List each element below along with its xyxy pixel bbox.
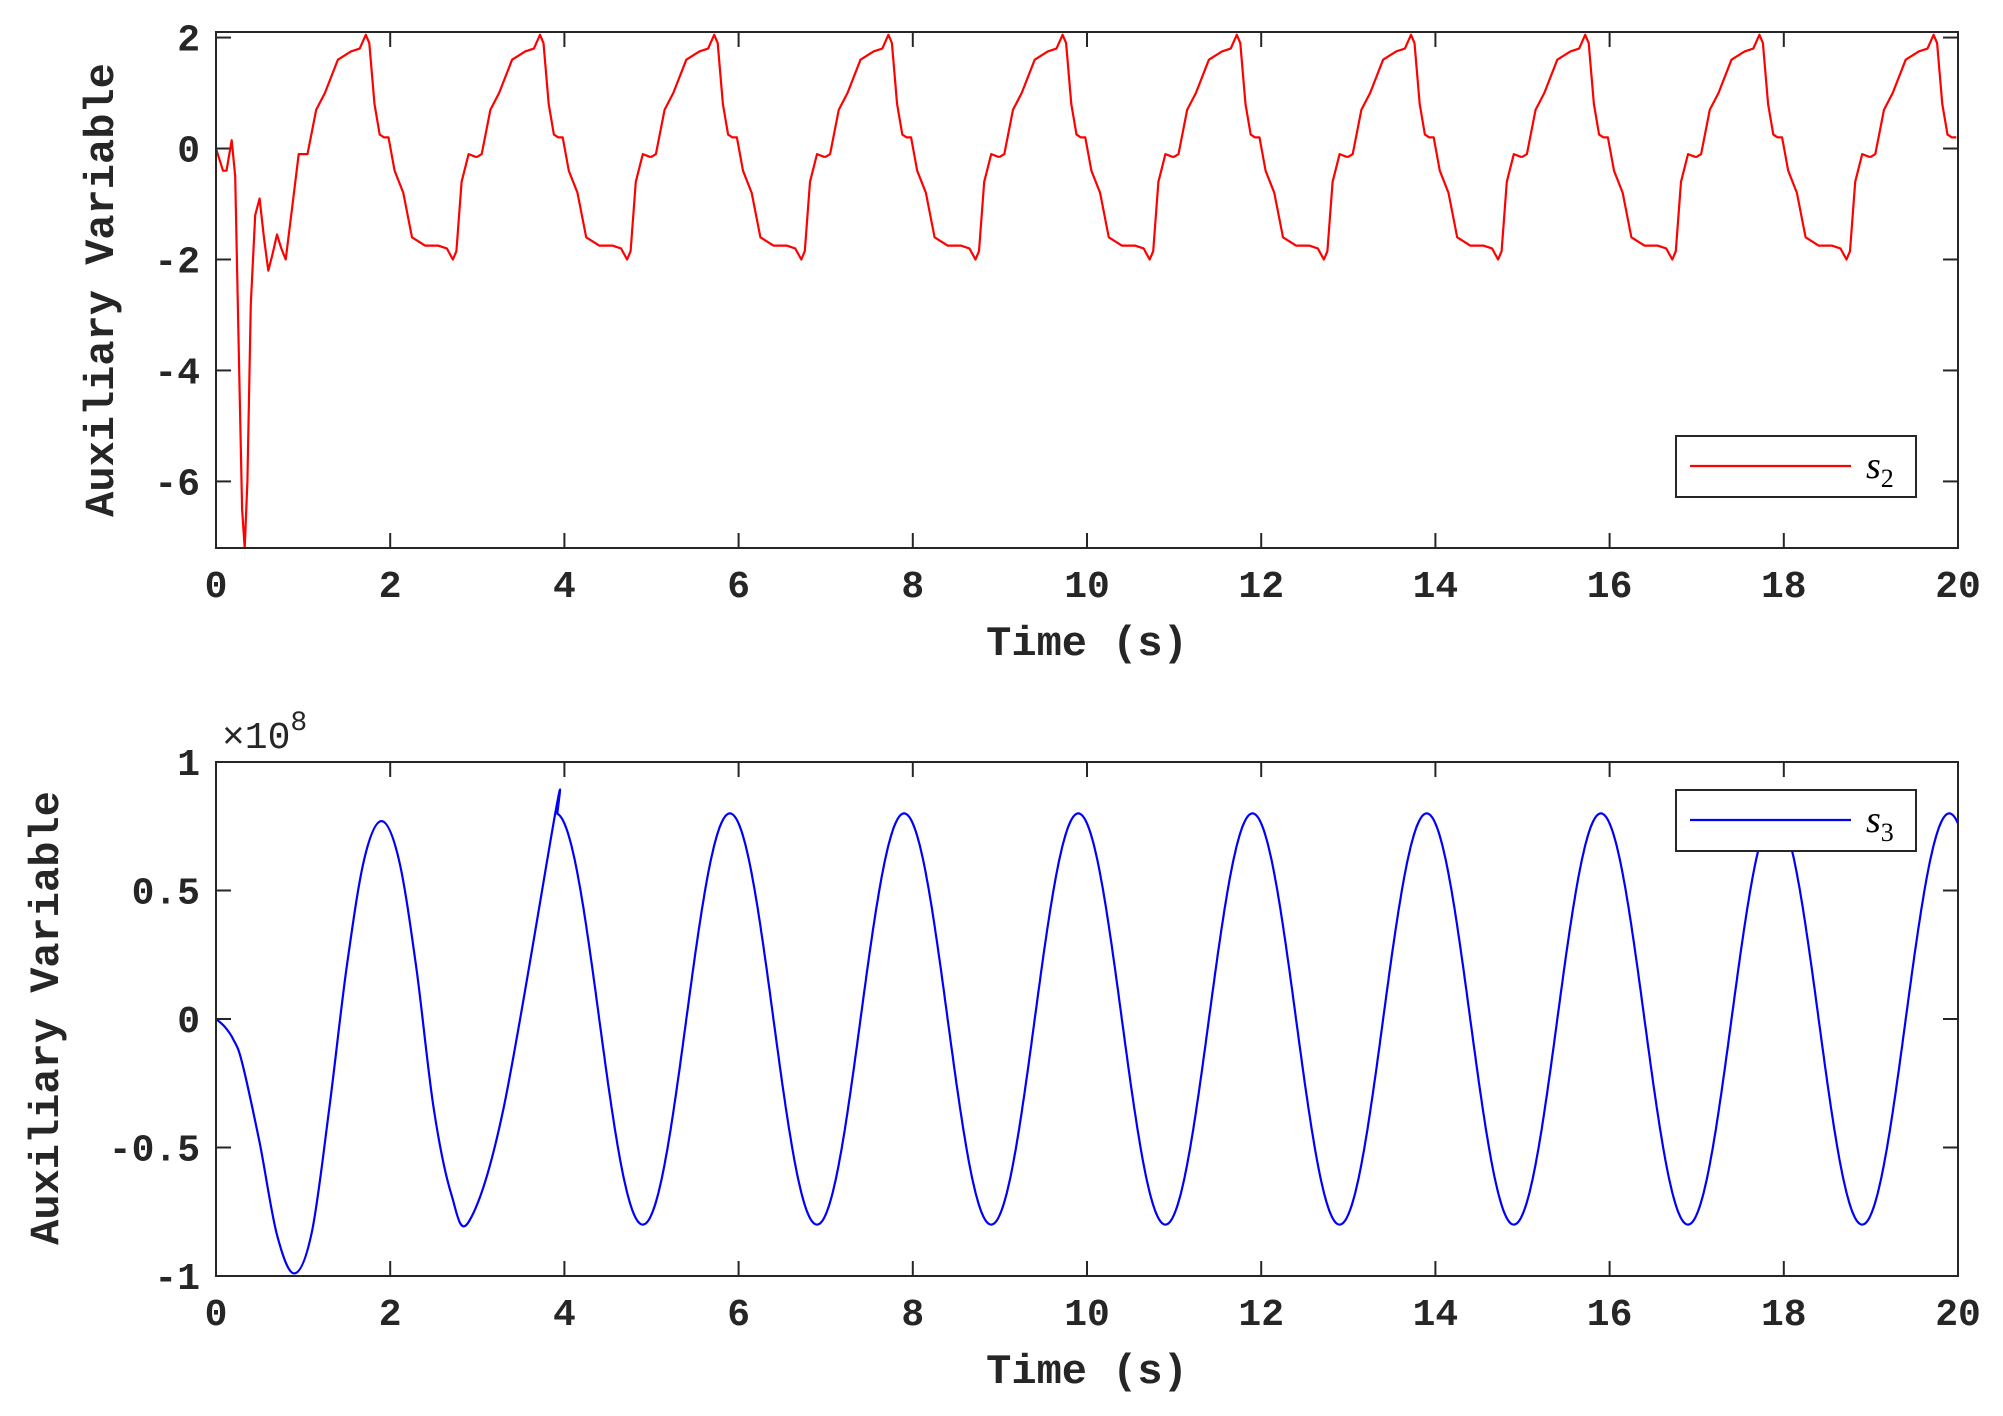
- bottom-legend-subscript: 3: [1881, 818, 1894, 847]
- top-y-tick-label: -6: [154, 463, 200, 506]
- bottom-legend-label: s3: [1866, 799, 1894, 847]
- top-x-tick-label: 0: [205, 566, 228, 609]
- top-x-tick-label: 14: [1413, 566, 1459, 609]
- s3-series-line: [216, 788, 1958, 1275]
- top-y-ticks: -6 -4 -2 0 2: [154, 20, 1958, 506]
- top-axes-box: [215, 31, 1959, 549]
- bottom-x-tick-label: 2: [379, 1294, 402, 1337]
- top-x-tick-label: 18: [1761, 566, 1807, 609]
- top-y-axis-label: Auxiliary Variable: [78, 63, 126, 517]
- top-y-tick-label: 2: [177, 20, 200, 63]
- top-x-tick-label: 12: [1238, 566, 1284, 609]
- bottom-x-tick-label: 0: [205, 1294, 228, 1337]
- bottom-x-tick-label: 18: [1761, 1294, 1807, 1337]
- top-x-axis-label: Time (s): [986, 620, 1188, 668]
- top-legend-label: s2: [1866, 445, 1894, 493]
- bottom-exponent-power: 8: [290, 708, 307, 739]
- bottom-x-tick-label: 16: [1587, 1294, 1633, 1337]
- top-legend: s2: [1675, 435, 1917, 498]
- top-plot-area: [216, 32, 1958, 548]
- top-x-ticks: 0 2 4 6 8 10 12 14 16 18 20: [205, 32, 1981, 609]
- bottom-exponent-base: ×10: [222, 717, 290, 760]
- bottom-y-tick-label: 1: [177, 744, 200, 787]
- bottom-x-ticks: 0 2 4 6 8 10 12 14 16 18 20: [205, 762, 1981, 1337]
- top-plot-panel: 0 2 4 6 8 10 12 14 16 18 20 -6 -4 -2 0 2 Time (s) Auxi…: [78, 20, 1981, 668]
- top-x-tick-label: 16: [1587, 566, 1633, 609]
- bottom-y-tick-label: 0.5: [132, 873, 200, 916]
- bottom-axes-box: [215, 761, 1959, 1277]
- bottom-x-axis-label: Time (s): [986, 1348, 1188, 1396]
- bottom-y-exponent-label: ×108: [222, 708, 307, 760]
- top-y-tick-label: 0: [177, 131, 200, 174]
- bottom-x-tick-label: 20: [1935, 1294, 1981, 1337]
- s2-series-line: [216, 33, 1957, 548]
- bottom-legend-symbol: s: [1866, 799, 1881, 841]
- top-legend-symbol: s: [1866, 445, 1881, 487]
- bottom-y-tick-label: 0: [177, 1001, 200, 1044]
- bottom-x-tick-label: 8: [901, 1294, 924, 1337]
- top-x-tick-label: 8: [901, 566, 924, 609]
- top-x-tick-label: 4: [553, 566, 576, 609]
- top-legend-subscript: 2: [1881, 464, 1894, 493]
- bottom-x-tick-label: 6: [727, 1294, 750, 1337]
- bottom-plot-area: [216, 762, 1958, 1276]
- bottom-y-tick-label: -0.5: [109, 1130, 200, 1173]
- bottom-y-tick-label: -1: [154, 1258, 200, 1301]
- top-x-tick-label: 10: [1064, 566, 1110, 609]
- top-x-tick-label: 2: [379, 566, 402, 609]
- bottom-plot-panel: 0 2 4 6 8 10 12 14 16 18 20 -1-0.500.51 ×108 Time …: [23, 708, 1981, 1396]
- bottom-y-axis-label: Auxiliary Variable: [23, 791, 71, 1245]
- top-y-tick-label: -4: [154, 352, 200, 395]
- bottom-x-tick-label: 4: [553, 1294, 576, 1337]
- bottom-x-tick-label: 14: [1413, 1294, 1459, 1337]
- top-x-tick-label: 20: [1935, 566, 1981, 609]
- bottom-legend: s3: [1675, 789, 1917, 852]
- bottom-x-tick-label: 12: [1238, 1294, 1284, 1337]
- top-y-tick-label: -2: [154, 241, 200, 284]
- top-x-tick-label: 6: [727, 566, 750, 609]
- bottom-x-tick-label: 10: [1064, 1294, 1110, 1337]
